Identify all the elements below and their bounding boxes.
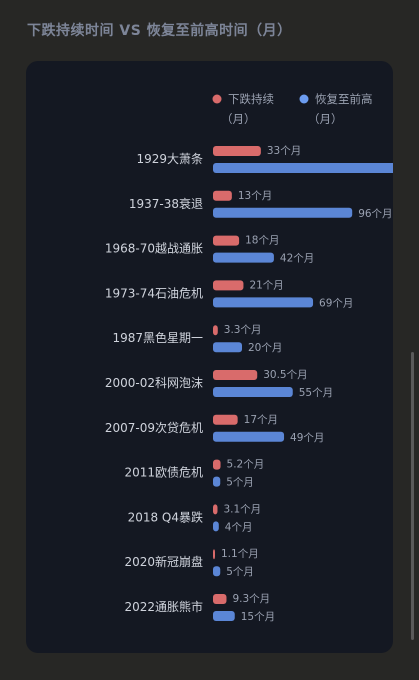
legend-label-decline: 下跌持续 — [228, 92, 274, 106]
legend-swatch-recovery — [299, 94, 309, 104]
page-title: 下跌持续时间 VS 恢复至前高时间（月） — [27, 23, 292, 39]
category-label: 1937-38衰退 — [129, 196, 203, 211]
recovery-bar — [213, 163, 393, 173]
recovery-value-label: 96个月 — [358, 208, 392, 220]
decline-value-label: 33个月 — [267, 145, 301, 157]
category-label: 2011欧债危机 — [124, 466, 203, 480]
recovery-value-label: 15个月 — [241, 611, 275, 623]
recovery-bar — [213, 252, 274, 263]
decline-bar — [213, 459, 221, 470]
category-label: 2007-09次贷危机 — [105, 421, 203, 435]
recovery-bar — [213, 521, 219, 532]
recovery-bar — [213, 297, 314, 308]
legend-swatch-decline — [212, 94, 222, 104]
decline-value-label: 18个月 — [245, 235, 279, 247]
decline-value-label: 1.1个月 — [221, 548, 259, 560]
bar-chart: 下跌持续 （月） 恢复至前高 （月） 1929大萧条 33个月 1937-38衰退 13个月 9… — [105, 92, 393, 623]
category-label: 1987黑色星期一 — [112, 331, 203, 345]
category-label: 1973-74石油危机 — [105, 286, 203, 300]
scrollbar[interactable] — [411, 352, 414, 640]
recovery-value-label: 5个月 — [226, 566, 254, 578]
decline-value-label: 3.3个月 — [224, 324, 262, 336]
decline-value-label: 9.3个月 — [232, 593, 270, 605]
category-label: 2000-02科网泡沫 — [105, 376, 203, 390]
legend-unit-decline: （月） — [221, 112, 256, 126]
category-label: 1968-70越战通胀 — [105, 242, 203, 256]
recovery-bar — [213, 207, 353, 218]
recovery-bar — [213, 342, 242, 353]
decline-bar — [213, 594, 227, 604]
recovery-bar — [213, 387, 293, 397]
decline-bar — [213, 370, 258, 380]
recovery-value-label: 69个月 — [319, 297, 353, 309]
category-label: 2018 Q4暴跌 — [128, 509, 203, 524]
recovery-value-label: 5个月 — [226, 477, 254, 489]
recovery-bar — [213, 476, 221, 487]
decline-bar — [213, 549, 215, 560]
decline-bar — [213, 325, 218, 336]
decline-bar — [213, 190, 232, 201]
decline-value-label: 17个月 — [244, 414, 278, 426]
category-label: 2020新冠崩盘 — [124, 554, 203, 569]
legend-label-recovery: 恢复至前高 — [315, 92, 373, 106]
category-label: 1929大萧条 — [136, 152, 203, 166]
decline-bar — [213, 235, 240, 246]
decline-value-label: 3.1个月 — [223, 503, 261, 515]
category-label: 2022通胀熊市 — [124, 599, 203, 614]
decline-value-label: 30.5个月 — [263, 369, 307, 381]
recovery-bar — [213, 431, 285, 442]
decline-bar — [213, 504, 218, 515]
decline-value-label: 21个月 — [249, 279, 283, 291]
recovery-value-label: 20个月 — [248, 342, 282, 354]
recovery-bar — [213, 611, 235, 621]
recovery-value-label: 49个月 — [290, 432, 324, 444]
decline-bar — [213, 414, 238, 425]
decline-bar — [213, 280, 244, 291]
recovery-value-label: 55个月 — [299, 387, 333, 399]
decline-bar — [213, 146, 261, 156]
recovery-value-label: 42个月 — [280, 253, 314, 265]
legend-unit-recovery: （月） — [308, 112, 343, 126]
chart-card: 下跌持续 （月） 恢复至前高 （月） 1929大萧条 33个月 1937-38衰退 13个月 9… — [26, 61, 393, 653]
decline-value-label: 13个月 — [238, 190, 272, 202]
recovery-bar — [213, 566, 221, 577]
recovery-value-label: 4个月 — [225, 521, 253, 533]
decline-value-label: 5.2个月 — [227, 459, 265, 471]
